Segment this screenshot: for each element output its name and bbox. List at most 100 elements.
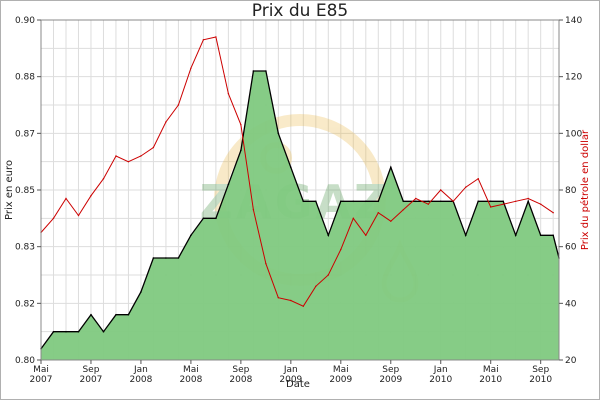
e85-price-point (502, 200, 505, 203)
e85-price-point (52, 330, 55, 333)
e85-price-point (65, 330, 67, 333)
oil-price-point (190, 67, 192, 69)
e85-price-point (352, 200, 355, 203)
oil-price-point (290, 299, 292, 302)
e85-price-point (402, 200, 405, 203)
e85-price-point (527, 200, 529, 203)
e85-price-point (415, 200, 417, 203)
oil-price-point (127, 161, 130, 163)
left-tick-label: 0.83 (15, 243, 35, 253)
e85-price-point (165, 257, 167, 259)
right-tick-label: 40 (565, 299, 577, 309)
oil-price-point (515, 200, 517, 202)
e85-price-point (90, 313, 92, 316)
x-tick-year: 2007 (80, 375, 103, 385)
e85-price-point (115, 313, 117, 316)
x-tick-year: 2009 (329, 375, 352, 385)
oil-price-point (252, 209, 255, 211)
oil-price-point (277, 297, 279, 299)
e85-price-point (277, 132, 280, 135)
left-tick-label: 0.90 (15, 16, 35, 26)
e85-price-point (489, 200, 492, 203)
oil-price-point (440, 189, 442, 191)
x-tick-year: 2010 (529, 375, 552, 385)
oil-price-point (465, 186, 467, 188)
x-tick-month: Jan (433, 365, 448, 375)
x-tick-month: Mai (483, 365, 499, 375)
x-tick-month: Sep (232, 365, 249, 375)
right-tick-label: 100 (565, 129, 582, 139)
e85-price-point (177, 257, 180, 259)
chart-title: Prix du E85 (252, 1, 348, 21)
data-points (40, 36, 560, 350)
x-tick-year: 2010 (429, 375, 452, 385)
e85-price-point (227, 183, 230, 186)
oil-price-point (315, 285, 317, 287)
oil-price-point (77, 214, 80, 217)
x-axis-ticks: Mai2007Sep2007Jan2008Mai2008Sep2008Jan20… (30, 360, 552, 385)
right-tick-label: 140 (565, 16, 582, 26)
oil-price-point (240, 124, 242, 126)
right-tick-label: 60 (565, 243, 577, 253)
e85-price-point (340, 200, 342, 203)
e85-price-point (140, 291, 142, 293)
oil-price-point (415, 197, 417, 200)
x-tick-month: Jan (133, 365, 148, 375)
left-tick-label: 0.87 (15, 129, 35, 139)
oil-price-point (165, 121, 167, 123)
e85-price-point (377, 200, 380, 203)
e85-price-point (77, 330, 80, 333)
right-axis-label: Prix du pétrole en dollar (579, 129, 591, 250)
x-axis-label: Date (286, 379, 310, 390)
right-tick-label: 20 (565, 356, 577, 366)
e85-price-point (552, 234, 554, 237)
oil-price-point (265, 263, 267, 265)
e85-price-point (327, 234, 330, 237)
oil-price-point (140, 155, 142, 157)
oil-price-point (365, 234, 367, 236)
right-axis-ticks: 20 40 60 80 100 120 140 (559, 16, 582, 366)
oil-price-point (427, 203, 429, 205)
e85-price-point (315, 200, 317, 203)
e85-price-point (290, 166, 292, 169)
oil-price-point (215, 36, 217, 38)
oil-price-point (452, 200, 454, 202)
oil-price-point (352, 217, 354, 219)
e85-price-point (439, 200, 442, 203)
oil-price-point (490, 206, 492, 208)
e85-price-point (265, 70, 267, 72)
oil-price-point (502, 203, 504, 205)
e85-price-point (539, 234, 542, 237)
oil-price-point (527, 197, 529, 200)
e85-price-point (427, 200, 430, 203)
oil-price-point (340, 248, 342, 251)
area-fill-e85 (41, 71, 559, 360)
x-tick-year: 2009 (379, 375, 402, 385)
e85-price-point (215, 217, 217, 220)
x-tick-month: Mai (183, 365, 199, 375)
x-tick-year: 2008 (179, 375, 202, 385)
oil-price-point (152, 146, 155, 149)
e85-price-point (102, 330, 105, 333)
x-tick-month: Sep (82, 365, 99, 375)
oil-price-point (327, 274, 329, 276)
oil-price-point (552, 212, 554, 214)
e85-price-point (152, 257, 155, 259)
oil-price-point (302, 305, 304, 307)
e85-price-point (190, 234, 192, 237)
oil-price-point (390, 220, 392, 222)
oil-price-point (90, 195, 92, 197)
left-tick-label: 0.80 (15, 356, 35, 366)
oil-price-point (477, 178, 479, 180)
x-tick-year: 2007 (30, 375, 53, 385)
e85-price-point (390, 166, 392, 169)
left-tick-label: 0.82 (15, 299, 35, 309)
x-tick-month: Sep (382, 365, 399, 375)
right-tick-label: 120 (565, 73, 582, 83)
x-tick-year: 2008 (129, 375, 152, 385)
oil-price-point (227, 93, 230, 95)
x-tick-month: Sep (532, 365, 549, 375)
x-tick-year: 2008 (229, 375, 252, 385)
